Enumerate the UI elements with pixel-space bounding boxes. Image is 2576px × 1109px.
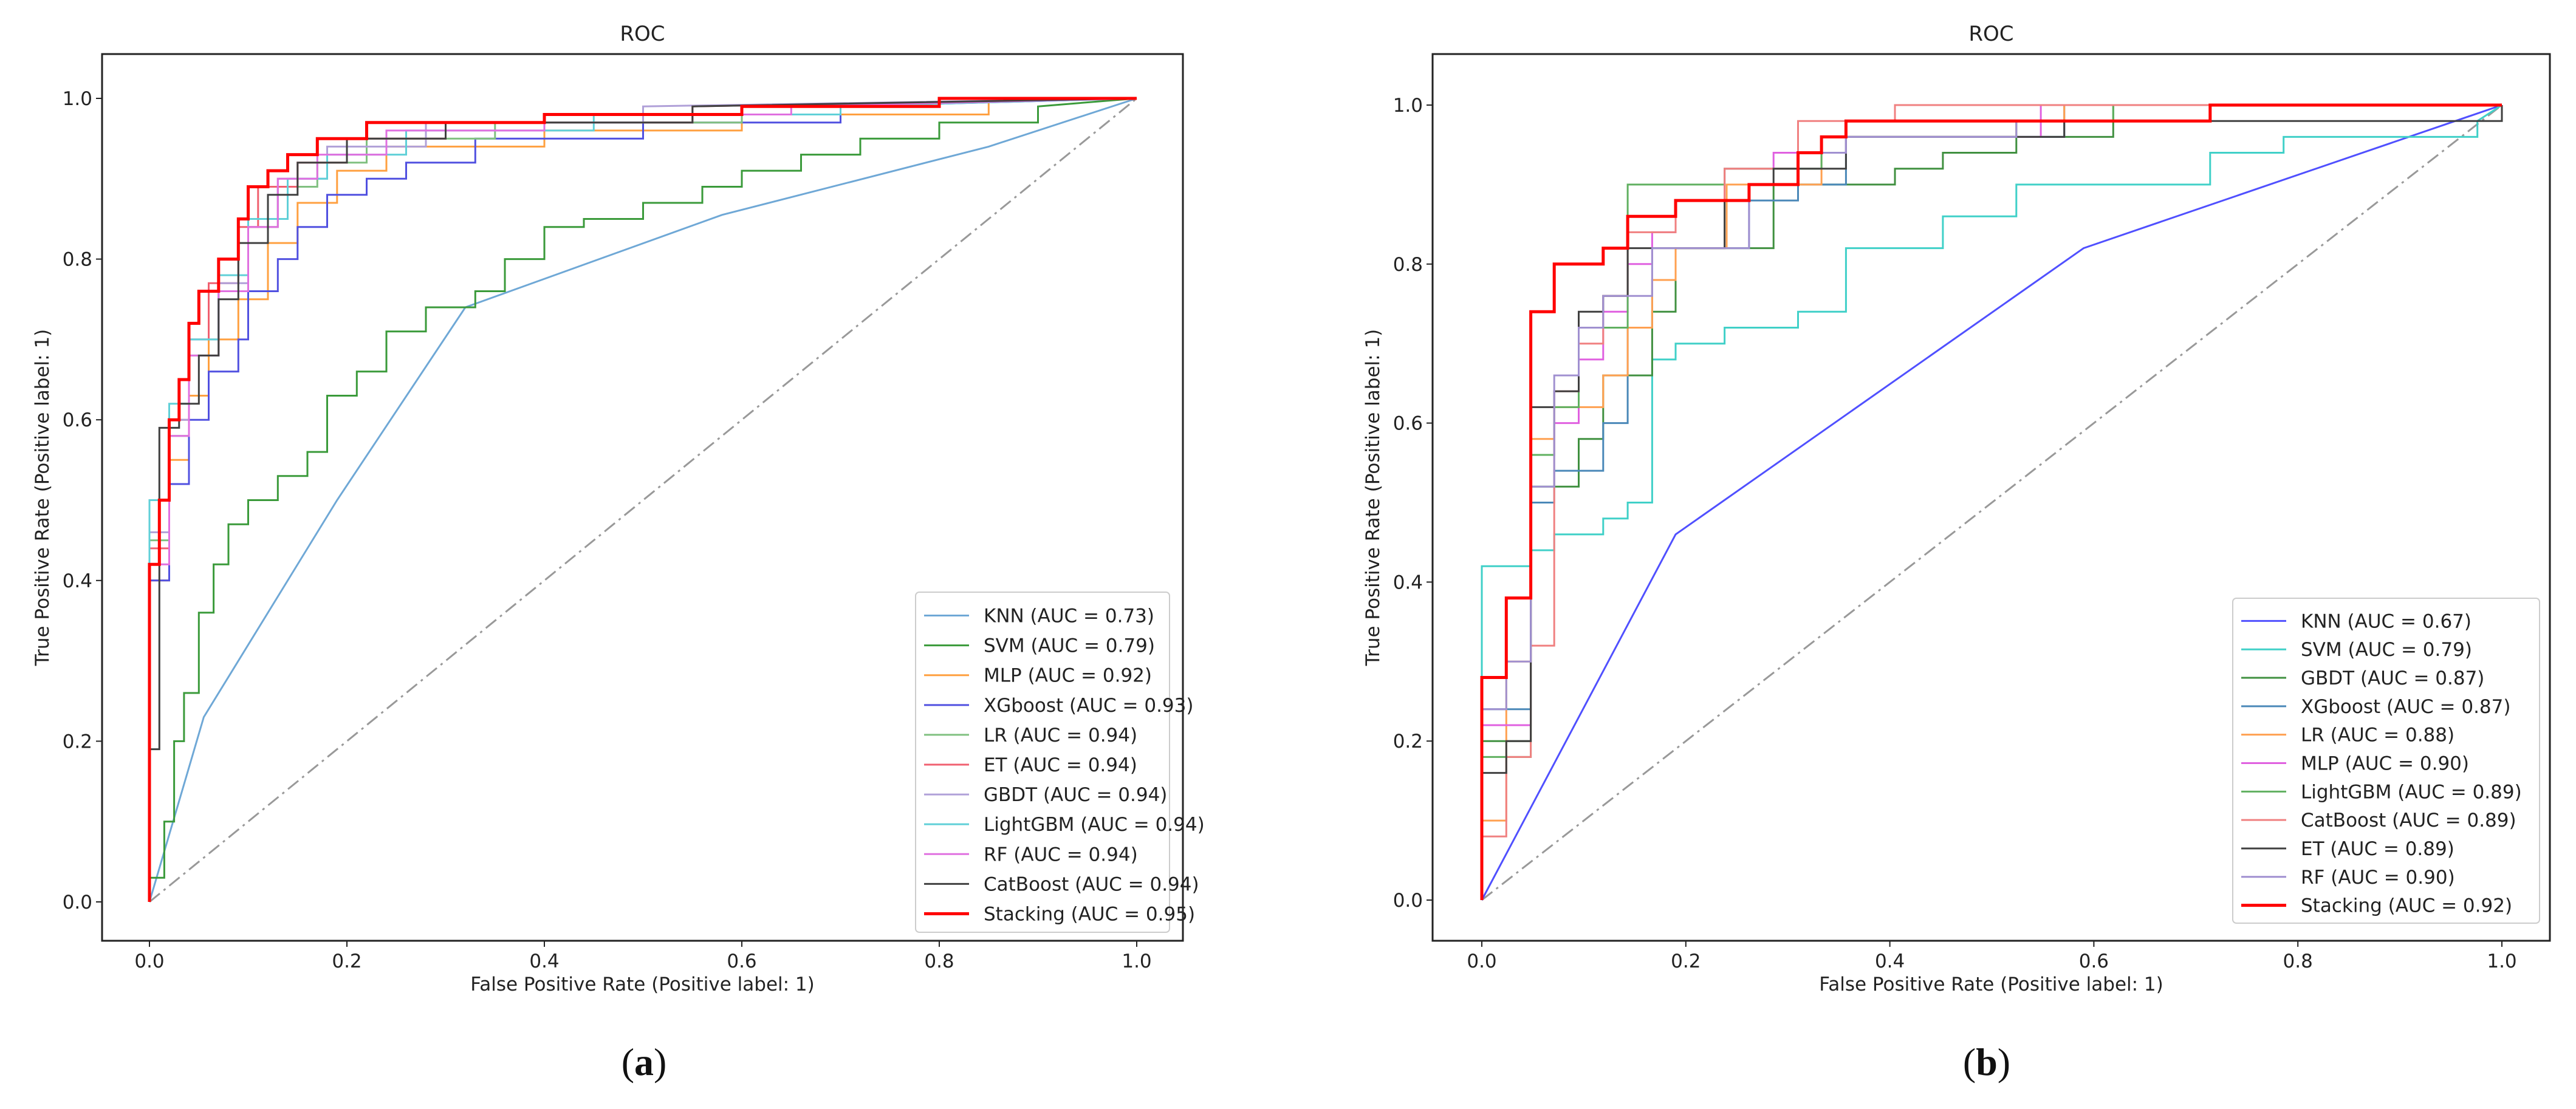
x-tick-label: 0.2 <box>1671 950 1701 972</box>
caption-letter: b <box>1976 1040 1998 1083</box>
legend-entry: GBDT (AUC = 0.87) <box>2301 667 2484 689</box>
legend-entry: SVM (AUC = 0.79) <box>984 635 1155 657</box>
chance-diagonal-line <box>149 97 1137 903</box>
legend-box <box>2232 598 2540 924</box>
x-tick-label: 1.0 <box>1122 950 1151 972</box>
x-tick-label: 0.0 <box>134 950 164 972</box>
chart-title: ROC <box>1968 22 2013 46</box>
y-axis-label: True Positive Rate (Positive label: 1) <box>1362 329 1384 667</box>
roc-curve-rf <box>1481 104 2502 900</box>
y-axis-label: True Positive Rate (Positive label: 1) <box>32 329 53 667</box>
legend-entry: SVM (AUC = 0.79) <box>2301 639 2472 661</box>
x-tick-label: 0.6 <box>727 950 756 972</box>
y-tick-label: 0.0 <box>63 892 92 913</box>
legend-entry: ET (AUC = 0.94) <box>984 754 1137 776</box>
x-tick-label: 0.2 <box>332 950 361 972</box>
legend-entry: XGboost (AUC = 0.87) <box>2301 696 2510 718</box>
plot-frame <box>101 53 1184 942</box>
x-tick-label: 0.0 <box>1467 950 1496 972</box>
subfigure-caption: (a) <box>622 1040 667 1083</box>
legend-box <box>915 592 1170 933</box>
legend-entry: KNN (AUC = 0.67) <box>2301 610 2472 632</box>
chance-diagonal-line <box>1481 104 2502 901</box>
legend-entry: RF (AUC = 0.90) <box>2301 867 2455 889</box>
plot-frame <box>1431 53 2551 942</box>
roc-chart-a: ROC 0.0 0.2 0.4 0.6 0.8 1.0 0.0 0.2 0.4 0.6 0.8 1.0 F… <box>32 22 1205 1083</box>
legend-entry: CatBoost (AUC = 0.89) <box>2301 810 2516 831</box>
y-tick-label: 1.0 <box>63 88 92 110</box>
roc-curve-knn <box>1481 104 2502 901</box>
legend-entry: MLP (AUC = 0.90) <box>2301 753 2469 775</box>
y-tick-label: 1.0 <box>1393 95 1423 117</box>
legend-entry: GBDT (AUC = 0.94) <box>984 784 1167 806</box>
roc-curve-lightgbm <box>148 97 1137 902</box>
x-axis-label: False Positive Rate (Positive label: 1) <box>470 974 815 995</box>
subfigure-caption: (b) <box>1963 1040 2010 1083</box>
y-tick-label: 0.2 <box>63 731 92 752</box>
x-tick-label: 0.8 <box>924 950 954 972</box>
roc-chart-b: ROC 0.0 0.2 0.4 0.6 0.8 1.0 0.0 0.2 0.4 0.6 0.8 1.0 F… <box>1362 22 2551 1083</box>
x-axis-label: False Positive Rate (Positive label: 1) <box>1819 974 2163 995</box>
x-tick-label: 0.4 <box>1875 950 1905 972</box>
legend-entry: Stacking (AUC = 0.95) <box>984 903 1195 925</box>
legend-entry: RF (AUC = 0.94) <box>984 844 1138 865</box>
caption-letter: a <box>634 1040 654 1083</box>
legend-entry: ET (AUC = 0.89) <box>2301 838 2454 860</box>
roc-curve-svm <box>148 97 1137 902</box>
legend-entry: LightGBM (AUC = 0.94) <box>984 814 1205 836</box>
legend-entry: LR (AUC = 0.94) <box>984 725 1137 746</box>
legend-entry: Stacking (AUC = 0.92) <box>2301 895 2512 917</box>
y-tick-label: 0.0 <box>1393 890 1423 912</box>
roc-curve-stacking <box>148 97 1137 902</box>
legend-entry: LightGBM (AUC = 0.89) <box>2301 781 2522 803</box>
y-tick-label: 0.8 <box>63 249 92 271</box>
y-tick-label: 0.8 <box>1393 254 1423 276</box>
legend-entry: LR (AUC = 0.88) <box>2301 725 2454 746</box>
y-tick-label: 0.6 <box>1393 413 1423 435</box>
chart-title: ROC <box>620 22 665 46</box>
y-tick-label: 0.6 <box>63 409 92 431</box>
y-tick-label: 0.4 <box>1393 572 1423 593</box>
legend: KNN (AUC = 0.73) SVM (AUC = 0.79) MLP (AUC… <box>915 592 1205 933</box>
x-tick-label: 0.6 <box>2079 950 2109 972</box>
roc-curve-xgboost <box>148 97 1137 902</box>
legend-entry: MLP (AUC = 0.92) <box>984 665 1152 687</box>
x-tick-label: 0.4 <box>529 950 559 972</box>
y-tick-label: 0.4 <box>63 570 92 592</box>
legend-entry: KNN (AUC = 0.73) <box>984 606 1154 627</box>
legend-entry: CatBoost (AUC = 0.94) <box>984 873 1199 895</box>
x-tick-label: 0.8 <box>2283 950 2313 972</box>
roc-curve-stacking <box>1480 103 2502 900</box>
y-tick-label: 0.2 <box>1393 731 1423 752</box>
legend: KNN (AUC = 0.67) SVM (AUC = 0.79) GBDT (AU… <box>2232 598 2540 924</box>
x-tick-label: 1.0 <box>2487 950 2516 972</box>
legend-entry: XGboost (AUC = 0.93) <box>984 695 1193 717</box>
